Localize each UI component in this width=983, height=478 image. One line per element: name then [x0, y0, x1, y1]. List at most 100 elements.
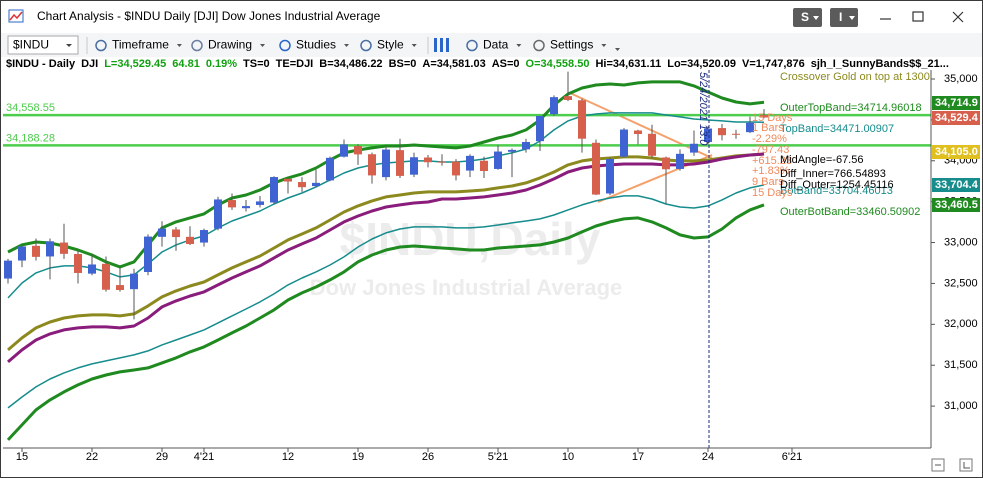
menu-dropdown[interactable]: [601, 44, 607, 47]
candle-body: [690, 143, 698, 153]
annotation: 15 Days: [752, 112, 793, 124]
price-tag-label: 33,704.4: [935, 179, 979, 191]
menu-dropdown[interactable]: [344, 44, 350, 47]
date-line-label: 5/24/2021 13:0: [697, 72, 709, 146]
annotation: 15 Days: [752, 187, 793, 199]
menu-dropdown[interactable]: [411, 44, 417, 47]
candle-body: [116, 285, 124, 290]
x-tick-label: 26: [422, 451, 434, 463]
info-item: 0.19%: [206, 58, 237, 70]
y-tick-label: 32,500: [944, 277, 978, 289]
candle-body: [60, 242, 68, 254]
menu-item[interactable]: Settings: [550, 38, 593, 52]
maximize-button[interactable]: [912, 11, 924, 22]
price-tag-label: 34,529.4: [935, 112, 979, 124]
candle-body: [746, 122, 754, 133]
menu-icon: [360, 39, 372, 52]
candle-body: [438, 161, 446, 163]
symbol-dropdown[interactable]: [66, 44, 72, 47]
candle-body: [718, 128, 726, 136]
band-line: [7, 80, 765, 269]
annotation: +1.83%: [752, 165, 790, 177]
horizontal-line-label: 34,558.55: [6, 102, 55, 114]
candle-body: [704, 128, 712, 142]
band-label: OuterTopBand=34714.96018: [780, 102, 922, 114]
candle-body: [522, 141, 530, 150]
menu-dropdown[interactable]: [260, 44, 266, 47]
price-tag: [932, 96, 980, 110]
info-item: A=34,581.03: [422, 58, 485, 70]
info-item: DJI: [81, 58, 98, 70]
y-tick-label: 31,500: [944, 359, 978, 371]
menu-item[interactable]: Drawing: [208, 38, 252, 52]
horizontal-line-label: 34,188.28: [6, 132, 55, 144]
y-tick-label: 32,000: [944, 318, 978, 330]
s-button-label[interactable]: S: [801, 10, 809, 24]
band-label: BotBand=33704.46013: [780, 185, 893, 197]
x-tick-label: 29: [156, 451, 168, 463]
annotation: 1 Bars: [752, 122, 784, 134]
menu-item[interactable]: Studies: [296, 38, 336, 52]
x-tick-label: 15: [16, 451, 28, 463]
candle-body: [606, 158, 614, 194]
price-tag-label: 33,460.5: [935, 199, 978, 211]
i-button[interactable]: I: [830, 8, 858, 27]
x-tick-label: 10: [562, 451, 574, 463]
toolbar-bg: [1, 33, 982, 57]
candle-body: [130, 273, 138, 290]
candle-body: [214, 199, 222, 229]
menu-dropdown[interactable]: [176, 44, 182, 47]
menu-icon: [95, 39, 107, 52]
candle-body: [200, 230, 208, 243]
close-button[interactable]: [952, 11, 964, 23]
info-item: AS=0: [492, 58, 520, 70]
band-label: TopBand=34471.00907: [780, 123, 894, 135]
band-label: OuterBotBand=33460.50902: [780, 206, 920, 218]
price-tag: [932, 198, 980, 212]
info-line: $INDU - Daily DJI L=34,529.45 64.81 0.19% TS=…: [6, 58, 949, 70]
watermark: $INDU,Daily: [340, 213, 601, 265]
candle-body: [186, 236, 194, 245]
info-item: O=34,558.50: [526, 58, 590, 70]
info-item: V=1,747,876: [742, 58, 805, 70]
candle-body: [634, 130, 642, 135]
symbol-box[interactable]: [7, 35, 79, 55]
x-tick-label: 6'21: [782, 451, 802, 463]
candle-body: [284, 178, 292, 182]
info-item: B=34,486.22: [319, 58, 382, 70]
price-tag: [932, 178, 980, 192]
y-tick-label: 31,000: [944, 400, 978, 412]
candle-body: [102, 263, 110, 290]
info-item: sjh_I_SunnyBands$$_21...: [811, 58, 949, 70]
candle-body: [32, 245, 40, 257]
info-item: $INDU - Daily: [6, 58, 76, 70]
candle-body: [158, 228, 166, 237]
candle-body: [256, 201, 264, 205]
candle-body: [452, 161, 460, 176]
overflow-dropdown[interactable]: [615, 48, 620, 51]
x-tick-label: 19: [352, 451, 364, 463]
i-button-label[interactable]: I: [839, 10, 842, 24]
s-button[interactable]: S: [793, 8, 822, 27]
candle-body: [326, 157, 334, 181]
menu-item[interactable]: Timeframe: [112, 38, 169, 52]
x-tick-label: 5'21: [488, 451, 508, 463]
plot-area: $INDU,Daily Dow Jones Industrial Average 3…: [3, 70, 931, 448]
info-item: L=34,529.45: [104, 58, 166, 70]
annotation: 9 Bars: [752, 176, 784, 188]
candle-body: [298, 182, 306, 188]
candle-body: [620, 129, 628, 157]
symbol-text[interactable]: $INDU: [13, 38, 49, 52]
menu-icon: [191, 39, 203, 52]
menu-dropdown[interactable]: [516, 44, 522, 47]
y-tick-label: 33,000: [944, 236, 978, 248]
menu-item[interactable]: Style: [377, 38, 404, 52]
bar-icon: [434, 38, 449, 52]
candle-body: [312, 182, 320, 187]
menu-item[interactable]: Data: [483, 38, 509, 52]
annotation: Crossover Gold on top at 1300: [780, 71, 930, 83]
candle-body: [368, 154, 376, 176]
annotation: -2.29%: [752, 133, 787, 145]
annotation: -797.43: [752, 144, 789, 156]
annotation: MidAngle=-67.56: [780, 154, 863, 166]
